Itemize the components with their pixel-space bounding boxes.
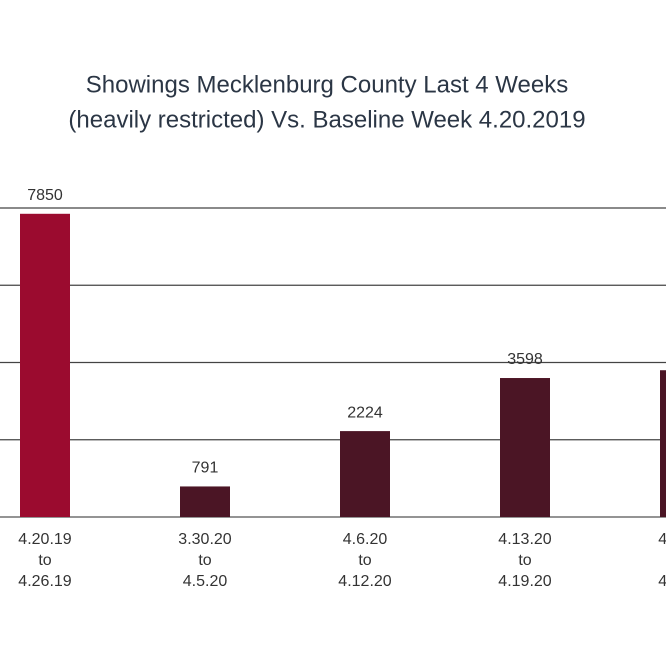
x-tick-label: 4.13.20 to 4.19.20 <box>498 531 551 590</box>
x-tick-line: 4.6.20 <box>343 531 388 548</box>
x-tick-line: 4.26.20 <box>658 573 666 590</box>
bar <box>660 370 666 517</box>
x-tick-line: to <box>198 552 211 569</box>
x-tick-line: 4.20.19 <box>18 531 71 548</box>
data-label: 7850 <box>27 187 63 204</box>
chart-title: Showings Mecklenburg County Last 4 Weeks <box>86 71 568 98</box>
x-tick-line: 4.20.20 <box>658 531 666 548</box>
x-tick-line: 4.5.20 <box>183 573 228 590</box>
x-tick-line: 3.30.20 <box>178 531 231 548</box>
x-tick-line: to <box>358 552 371 569</box>
x-tick-label: 3.30.20 to 4.5.20 <box>178 531 231 590</box>
bar <box>20 213 70 517</box>
x-tick-label: 4.20.19 to 4.26.19 <box>18 531 71 590</box>
bar <box>500 378 550 517</box>
x-tick-line: 4.19.20 <box>498 573 551 590</box>
data-label: 2224 <box>347 404 383 421</box>
bar <box>340 431 390 517</box>
data-label: 3598 <box>507 351 543 368</box>
x-tick-line: 4.26.19 <box>18 573 71 590</box>
x-tick-line: to <box>518 552 531 569</box>
x-tick-line: 4.13.20 <box>498 531 551 548</box>
x-tick-line: 4.12.20 <box>338 573 391 590</box>
x-tick-label: 4.6.20 to 4.12.20 <box>338 531 391 590</box>
x-tick-line: to <box>38 552 51 569</box>
bar <box>180 486 230 517</box>
data-label: 791 <box>192 460 219 477</box>
chart-subtitle: (heavily restricted) Vs. Baseline Week 4… <box>68 106 585 133</box>
